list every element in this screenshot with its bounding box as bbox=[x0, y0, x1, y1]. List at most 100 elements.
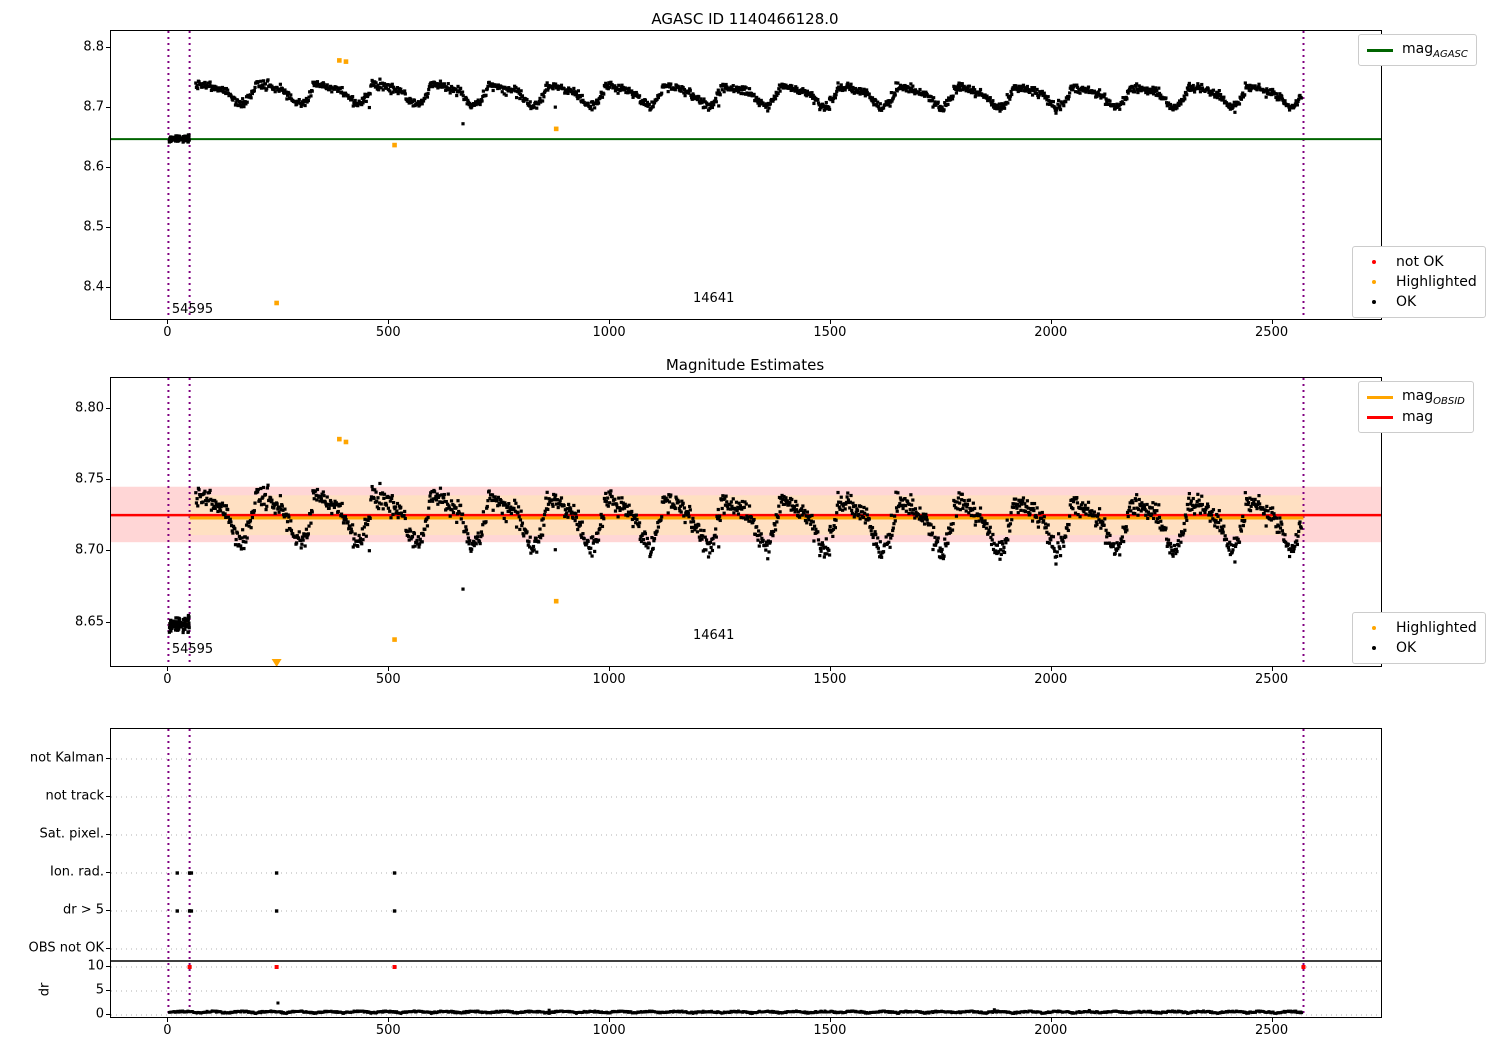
panel3-x-tick-mark bbox=[609, 1018, 611, 1022]
panel1-x-tick-mark bbox=[1271, 320, 1273, 324]
panel1-x-tick-mark bbox=[167, 320, 169, 324]
panel1-title: AGASC ID 1140466128.0 bbox=[651, 10, 839, 28]
panel1-x-tick-mark bbox=[388, 320, 390, 324]
panel2-x-tick-label: 1500 bbox=[813, 672, 847, 687]
legend-label: magOBSID bbox=[1402, 387, 1465, 407]
panel1-x-tick-mark bbox=[1050, 320, 1052, 324]
legend-label: Highlighted bbox=[1396, 620, 1477, 636]
panel1-x-tick-label: 2000 bbox=[1034, 325, 1068, 340]
panel2-y-tick-mark bbox=[106, 479, 110, 481]
panel3-x-tick-label: 2000 bbox=[1034, 1023, 1068, 1038]
panel3-dr-tick-label: 10 bbox=[87, 958, 104, 974]
panel1-status-legend-row[interactable]: Highlighted bbox=[1361, 272, 1477, 292]
panel1-x-tick-label: 0 bbox=[163, 325, 172, 340]
panel2-x-tick-label: 0 bbox=[163, 672, 172, 687]
obsid-annotation: 54595 bbox=[171, 302, 214, 318]
panel1-status-legend-row[interactable]: not OK bbox=[1361, 252, 1477, 272]
panel2-x-tick-mark bbox=[1050, 667, 1052, 671]
panel2-axes bbox=[110, 377, 1382, 667]
panel3-flag-label: not track bbox=[45, 788, 104, 804]
legend-label: magAGASC bbox=[1402, 40, 1468, 60]
panel2-mag-lines-legend-row[interactable]: mag bbox=[1367, 407, 1465, 427]
legend-label: OK bbox=[1396, 294, 1417, 310]
panel3-x-tick-label: 1000 bbox=[592, 1023, 626, 1038]
legend-label: not OK bbox=[1396, 254, 1444, 270]
panel3-x-tick-mark bbox=[167, 1018, 169, 1022]
panel2-y-tick-mark bbox=[106, 621, 110, 623]
panel3-flag-tick-mark bbox=[106, 910, 110, 911]
panel1-y-tick-label: 8.8 bbox=[83, 39, 104, 55]
panel1-mag-agasc-legend-row[interactable]: magAGASC bbox=[1367, 40, 1468, 60]
panel2-mag-lines-legend-row[interactable]: magOBSID bbox=[1367, 387, 1465, 407]
panel1-y-tick-label: 8.5 bbox=[83, 219, 104, 235]
panel1-y-tick-mark bbox=[106, 46, 110, 48]
panel1-legend-mag-agasc[interactable]: magAGASC bbox=[1358, 34, 1477, 66]
panel3-flag-tick-mark bbox=[106, 872, 110, 873]
panel3-flag-label: Sat. pixel. bbox=[39, 826, 104, 842]
legend-dot-swatch-icon bbox=[1361, 300, 1387, 304]
panel3-dr-tick-mark bbox=[106, 966, 110, 967]
legend-dot-swatch-icon bbox=[1361, 626, 1387, 630]
panel3-x-tick-label: 500 bbox=[375, 1023, 401, 1038]
panel1-y-tick-mark bbox=[106, 166, 110, 168]
panel3-dr-tick-label: 5 bbox=[95, 982, 104, 998]
panel2-status-legend-row[interactable]: Highlighted bbox=[1361, 618, 1477, 638]
panel1-x-tick-mark bbox=[609, 320, 611, 324]
panel3-flag-label: OBS not OK bbox=[28, 940, 105, 956]
obsid-annotation: 14641 bbox=[693, 628, 735, 643]
panel3-dr-tick-mark bbox=[106, 1014, 110, 1015]
obsid-annotation: 14641 bbox=[693, 290, 735, 306]
panel1-legend-status[interactable]: not OK Highlighted OK bbox=[1352, 246, 1486, 318]
panel2-legend-mag-lines[interactable]: magOBSID mag bbox=[1358, 381, 1474, 433]
legend-dot-swatch-icon bbox=[1361, 280, 1387, 284]
panel2-x-tick-label: 2000 bbox=[1034, 672, 1068, 687]
legend-label: mag bbox=[1402, 409, 1434, 425]
legend-line-swatch-icon bbox=[1367, 415, 1393, 419]
panel3-flag-label: dr > 5 bbox=[62, 902, 104, 918]
panel2-y-tick-mark bbox=[106, 408, 110, 410]
panel1-y-tick-label: 8.4 bbox=[83, 279, 104, 295]
legend-line-swatch-icon bbox=[1367, 48, 1393, 52]
panel2-status-legend-row[interactable]: OK bbox=[1361, 638, 1477, 658]
panel1-status-legend-row[interactable]: OK bbox=[1361, 292, 1477, 312]
panel1-x-tick-mark bbox=[829, 320, 831, 324]
panel3-x-tick-label: 0 bbox=[163, 1023, 172, 1038]
legend-line-swatch-icon bbox=[1367, 395, 1393, 399]
panel1-x-tick-label: 2500 bbox=[1255, 325, 1289, 340]
panel3-flag-label: not Kalman bbox=[29, 750, 104, 766]
panel3-x-tick-mark bbox=[388, 1018, 390, 1022]
panel3-flag-label: Ion. rad. bbox=[50, 864, 104, 880]
panel1-x-tick-label: 500 bbox=[375, 325, 401, 340]
panel3-dr-tick-mark bbox=[106, 990, 110, 991]
panel2-x-tick-mark bbox=[1271, 667, 1273, 671]
panel2-x-tick-mark bbox=[167, 667, 169, 671]
panel2-x-tick-label: 1000 bbox=[592, 672, 626, 687]
panel1-x-tick-label: 1500 bbox=[813, 325, 847, 340]
panel2-x-tick-mark bbox=[388, 667, 390, 671]
legend-dot-swatch-icon bbox=[1361, 260, 1387, 264]
panel3-y-axis-label: dr bbox=[37, 982, 53, 997]
panel1-y-tick-label: 8.7 bbox=[83, 99, 104, 115]
panel1-axes bbox=[110, 30, 1382, 320]
panel1-y-tick-mark bbox=[106, 286, 110, 288]
panel3-flag-tick-mark bbox=[106, 758, 110, 759]
panel3-dr-tick-label: 0 bbox=[95, 1006, 104, 1022]
panel2-y-tick-label: 8.65 bbox=[75, 614, 104, 629]
panel3-x-tick-mark bbox=[1271, 1018, 1273, 1022]
panel2-x-tick-label: 500 bbox=[375, 672, 401, 687]
panel3-x-tick-label: 1500 bbox=[813, 1023, 847, 1038]
panel3-axes bbox=[110, 728, 1382, 1018]
panel1-y-tick-label: 8.6 bbox=[83, 159, 104, 175]
panel3-x-tick-label: 2500 bbox=[1255, 1023, 1289, 1038]
obsid-annotation: 54595 bbox=[171, 642, 214, 658]
panel1-y-tick-mark bbox=[106, 106, 110, 108]
legend-label: Highlighted bbox=[1396, 274, 1477, 290]
legend-label: OK bbox=[1396, 640, 1417, 656]
panel2-y-tick-label: 8.80 bbox=[75, 400, 104, 416]
panel3-x-tick-mark bbox=[829, 1018, 831, 1022]
panel3-x-tick-mark bbox=[1050, 1018, 1052, 1022]
panel3-flag-tick-mark bbox=[106, 796, 110, 797]
panel2-legend-status[interactable]: Highlighted OK bbox=[1352, 612, 1486, 664]
panel1-x-tick-label: 1000 bbox=[592, 325, 626, 340]
